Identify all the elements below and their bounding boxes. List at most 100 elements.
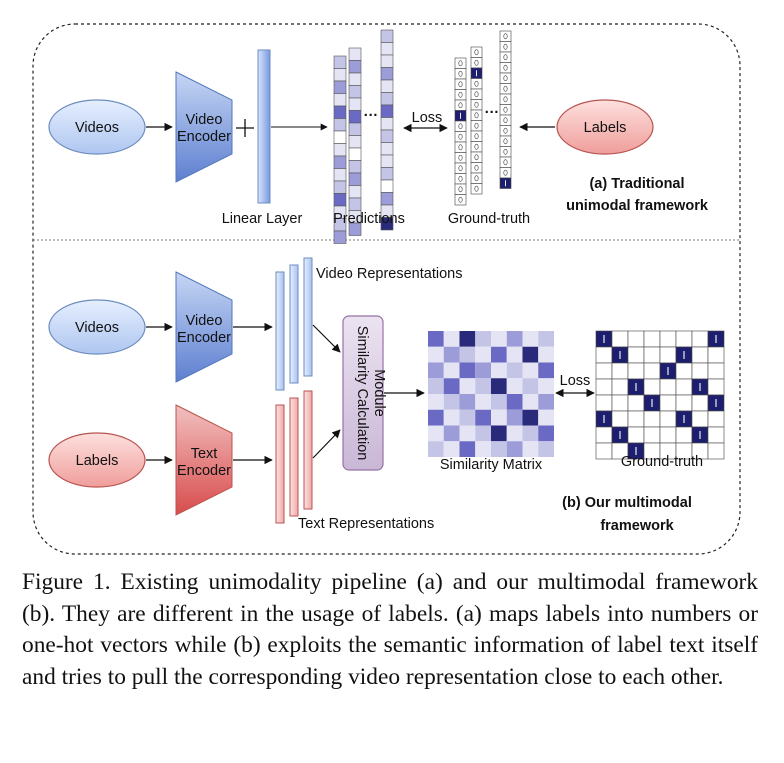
similarity-cell [428,409,444,426]
prediction-cell [380,29,394,43]
zero-glyph [474,185,479,192]
arrow-video-reps-to-module [312,324,341,353]
ground-truth-cell [470,120,483,132]
ground-truth-cell [454,89,467,101]
similarity-cell [459,378,476,394]
zero-glyph [458,60,463,67]
ground-truth-cell [454,194,467,206]
ground-truth-cell [454,99,467,111]
ground-truth-cell [454,173,467,185]
similarity-cell [459,362,476,379]
prediction-cell [333,105,347,119]
framework-diagram: Videos Video Encoder Linear Layer ··· Pr… [32,23,741,555]
similarity-cell [538,409,554,426]
similarity-cell [506,425,523,442]
prediction-cell [333,155,347,169]
zero-glyph [458,175,463,182]
prediction-cell [380,117,394,131]
zero-glyph [503,43,508,50]
prediction-cell [333,230,347,244]
ground-truth-matrix-cell [659,394,677,412]
similarity-cell [428,362,444,379]
videos-label-b: Videos [75,320,119,336]
video-encoder-a [175,71,233,183]
figure-caption: Figure 1. Existing unimodality pipeline … [22,569,758,690]
similarity-cell [443,425,460,442]
ground-truth-cell [470,183,483,195]
ground-truth-matrix-cell [675,394,693,412]
zero-glyph [458,186,463,193]
video-encoder-label-a-line2: Encoder [177,129,231,145]
similarity-cell [459,346,476,363]
prediction-cell [333,93,347,107]
similarity-cell [475,394,491,410]
similarity-cell [506,394,523,410]
prediction-cell [348,60,362,74]
zero-glyph [474,80,479,87]
prediction-cell [380,54,394,68]
prediction-cell [380,104,394,118]
ground-truth-matrix-cell [707,362,725,380]
zero-glyph [474,133,479,140]
ground-truth-cell [470,109,483,121]
zero-glyph [503,117,508,124]
zero-glyph [474,154,479,161]
ground-truth-matrix-cell [659,426,677,444]
similarity-cell [459,394,476,410]
ground-truth-cell [499,125,512,137]
ground-truth-matrix-cell [627,362,645,380]
ground-truth-cell [454,120,467,132]
panel-b-title-line2: framework [600,518,674,534]
text-rep-bar [289,397,299,517]
similarity-cell [443,394,460,410]
zero-glyph [458,133,463,140]
video-encoder-label-b-line1: Video [186,313,223,329]
ground-truth-matrix-cell [675,330,693,348]
similarity-cell [538,425,554,442]
similarity-cell [491,378,507,394]
ground-truth-matrix [595,330,725,460]
similarity-cell [538,394,554,410]
zero-glyph [458,196,463,203]
videos-label-a: Videos [75,120,119,136]
video-rep-bar [303,257,313,377]
similarity-cell [459,425,476,442]
zero-glyph [474,175,479,182]
ground-truth-cell [454,57,467,69]
ground-truth-matrix-cell [611,394,629,412]
prediction-cell [333,168,347,182]
prediction-cell [380,129,394,143]
similarity-cell [506,441,523,457]
zero-glyph [474,91,479,98]
ground-truth-matrix-cell [595,426,613,444]
panel-a-title-line1: (a) Traditional [589,176,684,192]
zero-glyph [503,169,508,176]
similarity-cell [475,362,491,379]
prediction-vectors [333,29,394,244]
ground-truth-cell [454,162,467,174]
zero-glyph [458,70,463,77]
ground-truth-cell [470,46,483,58]
similarity-cell [538,346,554,363]
prediction-cell [348,72,362,86]
prediction-cell [348,97,362,111]
ellipsis-predictions: ··· [364,108,379,124]
ground-truth-matrix-cell [611,410,629,428]
ground-truth-matrix-cell [643,378,661,396]
video-encoder-label-a-line1: Video [186,112,223,128]
text-encoder-label-line1: Text [191,446,218,462]
similarity-cell [522,362,539,379]
prediction-cell [348,110,362,124]
module-label-line2: Module [371,369,387,417]
zero-glyph [474,101,479,108]
zero-glyph [458,154,463,161]
ground-truth-matrix-cell [707,426,725,444]
similarity-cell [491,425,507,442]
loss-label-b: Loss [560,373,591,389]
prediction-cell [348,135,362,149]
zero-glyph [458,81,463,88]
prediction-cell [380,42,394,56]
zero-glyph [503,159,508,166]
prediction-cell [380,142,394,156]
zero-glyph [503,75,508,82]
